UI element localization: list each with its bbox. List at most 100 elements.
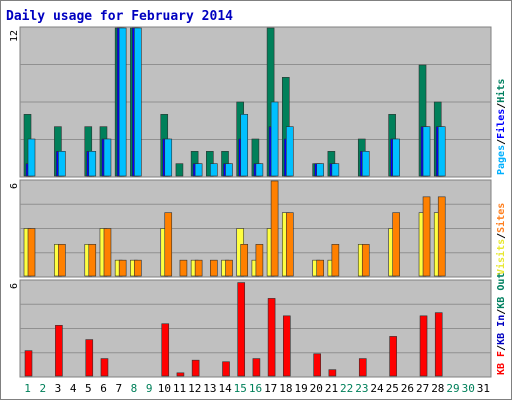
x-axis-day-labels: 1 2 3 4 5 6 7 8 9 10 11 12 13 14 15 16 17 18 19 20 21 22 23 24 2… xyxy=(24,382,490,395)
x-day-label: 6 xyxy=(100,382,107,395)
bar-sites-day-17 xyxy=(270,180,279,277)
bar-kb-f-day-12 xyxy=(191,359,200,377)
bar-sites-day-3 xyxy=(58,244,66,277)
bar-kb-f-day-20 xyxy=(313,353,321,377)
x-day-label: 8 xyxy=(131,382,138,395)
x-day-label: 2 xyxy=(39,382,46,395)
x-day-label: 5 xyxy=(85,382,92,395)
bar-pages-day-21 xyxy=(331,163,340,177)
bar-pages-day-10 xyxy=(164,138,173,177)
x-day-label: 14 xyxy=(218,382,232,395)
bar-pages-day-5 xyxy=(88,151,97,177)
bar-sites-day-25 xyxy=(392,212,400,277)
legend-entry: KB F xyxy=(496,351,507,375)
bar-pages-day-12 xyxy=(194,163,203,177)
x-day-label: 12 xyxy=(188,382,201,395)
panel-middle: 6 Visits/Sites xyxy=(9,179,507,278)
legend-separator: / xyxy=(496,309,507,315)
x-day-label: 29 xyxy=(446,382,459,395)
y-max-label: 12 xyxy=(9,30,20,42)
bar-kb-f-day-27 xyxy=(419,315,428,377)
bar-pages-day-6 xyxy=(103,138,112,177)
legend-separator: / xyxy=(496,233,507,239)
bar-pages-day-17 xyxy=(270,101,279,177)
bar-pages-day-20 xyxy=(316,163,324,177)
bar-sites-day-1 xyxy=(27,228,36,277)
x-day-label: 25 xyxy=(386,382,399,395)
bar-kb-f-day-18 xyxy=(282,315,291,377)
bar-sites-day-16 xyxy=(255,244,264,277)
bar-sites-day-5 xyxy=(88,244,97,277)
x-day-label: 3 xyxy=(55,382,62,395)
panel-legend: Pages/Files/Hits xyxy=(495,79,507,175)
bar-pages-day-27 xyxy=(422,126,431,177)
x-day-label: 31 xyxy=(477,382,490,395)
bar-pages-day-28 xyxy=(437,126,446,177)
bar-sites-day-7 xyxy=(118,259,127,277)
bar-kb-f-day-10 xyxy=(161,323,170,377)
bar-sites-day-15 xyxy=(240,244,249,277)
bar-pages-day-7 xyxy=(118,27,127,177)
bar-kb-f-day-3 xyxy=(55,325,63,377)
bar-kb-f-day-14 xyxy=(222,361,230,377)
legend-entry: Visits xyxy=(495,239,507,275)
x-day-label: 1 xyxy=(24,382,31,395)
bar-sites-day-13 xyxy=(210,259,218,277)
legend-entry: KB In xyxy=(496,315,507,345)
bar-sites-day-20 xyxy=(316,259,324,277)
x-day-label: 27 xyxy=(416,382,429,395)
bar-sites-day-14 xyxy=(225,259,233,277)
bar-sites-day-12 xyxy=(194,259,203,277)
bar-kb-f-day-11 xyxy=(176,372,185,377)
bar-pages-day-16 xyxy=(255,163,264,177)
bar-kb-f-day-17 xyxy=(267,298,276,377)
bar-kb-f-day-15 xyxy=(237,282,246,377)
x-day-label: 17 xyxy=(264,382,277,395)
bar-kb-f-day-5 xyxy=(85,339,94,377)
x-day-label: 15 xyxy=(234,382,247,395)
bar-kb-f-day-6 xyxy=(100,358,109,377)
bar-pages-day-8 xyxy=(134,27,142,177)
bar-sites-day-23 xyxy=(361,244,370,277)
bar-pages-day-18 xyxy=(285,126,294,177)
bar-sites-day-6 xyxy=(103,228,112,277)
x-day-label: 22 xyxy=(340,382,353,395)
x-day-label: 19 xyxy=(294,382,307,395)
bar-sites-day-10 xyxy=(164,212,173,277)
x-day-label: 18 xyxy=(279,382,292,395)
x-day-label: 20 xyxy=(310,382,323,395)
x-day-label: 13 xyxy=(203,382,216,395)
legend-entry: Files xyxy=(495,109,507,139)
panel-legend: Visits/Sites xyxy=(495,203,507,275)
bar-sites-day-18 xyxy=(285,212,294,277)
x-day-label: 11 xyxy=(173,382,186,395)
x-day-label: 28 xyxy=(431,382,444,395)
x-day-label: 9 xyxy=(146,382,153,395)
bar-kb-f-day-21 xyxy=(328,369,337,377)
bar-kb-f-day-23 xyxy=(358,358,367,377)
x-day-label: 23 xyxy=(355,382,368,395)
bar-pages-day-14 xyxy=(225,163,233,177)
bar-sites-day-21 xyxy=(331,244,340,277)
x-day-label: 10 xyxy=(158,382,171,395)
bar-sites-day-11 xyxy=(179,259,188,277)
legend-entry: Sites xyxy=(495,203,507,233)
bar-kb-f-day-25 xyxy=(389,336,397,377)
x-day-label: 4 xyxy=(70,382,77,395)
x-day-label: 26 xyxy=(401,382,414,395)
legend-separator: / xyxy=(496,103,507,109)
bar-pages-day-1 xyxy=(27,138,36,177)
y-max-label: 6 xyxy=(9,283,20,289)
legend-entry: KB Out xyxy=(496,273,507,309)
legend-separator: / xyxy=(496,345,507,351)
bar-pages-day-15 xyxy=(240,114,249,177)
chart-title: Daily usage for February 2014 xyxy=(6,9,233,24)
bar-sites-day-8 xyxy=(134,259,142,277)
legend-separator: / xyxy=(496,139,507,145)
bar-hits-day-11 xyxy=(175,163,184,177)
bar-pages-day-3 xyxy=(58,151,66,177)
y-max-label: 6 xyxy=(9,183,20,189)
bar-pages-day-25 xyxy=(392,138,400,177)
legend-entry: Pages xyxy=(496,145,507,175)
